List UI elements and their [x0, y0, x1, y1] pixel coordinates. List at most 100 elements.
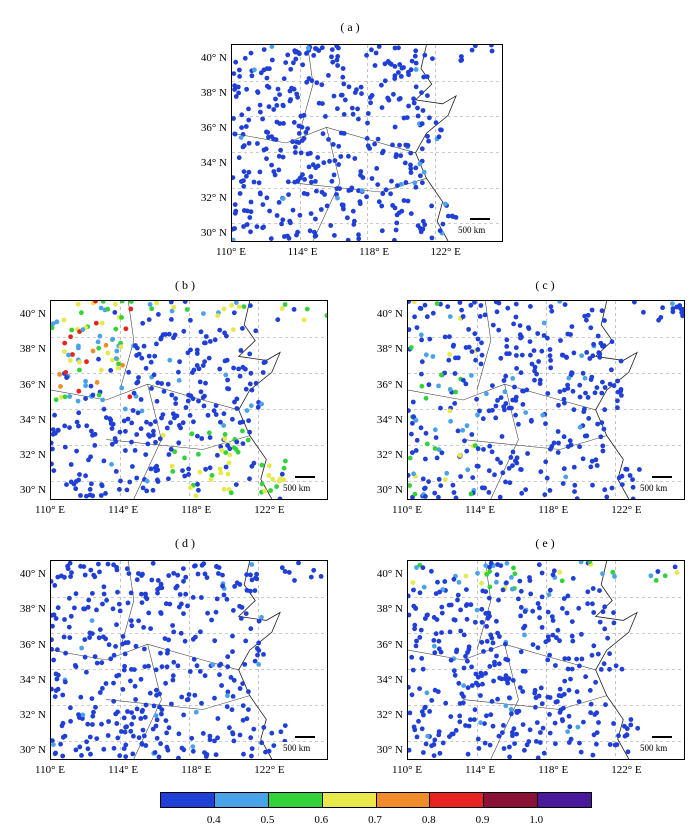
station-point [241, 751, 246, 757]
station-point [248, 303, 253, 308]
station-point [518, 649, 524, 655]
station-point [166, 725, 172, 731]
station-point [364, 52, 369, 58]
station-point [68, 705, 73, 711]
station-point [244, 572, 250, 577]
station-point [350, 208, 356, 214]
station-point [182, 638, 188, 644]
station-point [414, 325, 420, 330]
station-point [274, 213, 280, 218]
station-point [549, 614, 555, 619]
station-point [329, 54, 334, 60]
station-point [151, 428, 156, 434]
station-point [219, 683, 225, 688]
station-point [228, 490, 234, 496]
station-point [151, 372, 157, 378]
station-point [431, 753, 437, 758]
station-point [105, 561, 111, 567]
station-point [99, 660, 105, 666]
station-point [539, 570, 545, 576]
station-point [123, 724, 128, 730]
station-point [280, 154, 286, 160]
station-point [476, 746, 482, 751]
x-tick-label: 110° E [35, 504, 65, 516]
station-point [216, 571, 221, 576]
station-point [408, 472, 411, 478]
colorbar-segment [322, 793, 377, 807]
station-point [475, 347, 481, 352]
station-point [392, 45, 398, 51]
station-point [336, 143, 342, 149]
station-point [594, 385, 600, 390]
station-point [67, 394, 73, 399]
station-point [122, 729, 128, 735]
station-point [51, 623, 55, 629]
station-point [452, 672, 458, 678]
panel-e-title: ( e ) [535, 536, 555, 550]
x-tick-label: 118° E [538, 504, 569, 516]
station-point [296, 561, 301, 566]
station-point [84, 359, 89, 365]
station-point [414, 565, 419, 570]
station-point [478, 361, 484, 367]
station-point [111, 745, 117, 751]
station-point [425, 133, 430, 139]
station-point [164, 425, 170, 431]
station-point [419, 371, 424, 377]
station-point [112, 436, 118, 441]
station-point [579, 353, 584, 359]
station-point [452, 617, 458, 623]
station-point [234, 396, 240, 402]
station-point [419, 726, 425, 732]
station-point [150, 561, 156, 566]
station-point [268, 236, 274, 241]
station-point [164, 664, 170, 670]
station-point [77, 472, 82, 477]
station-point [155, 578, 161, 583]
scale-bar-bg [281, 482, 321, 494]
station-point [244, 173, 249, 179]
panel-d-title: ( d ) [175, 536, 195, 550]
station-point [503, 373, 509, 379]
station-point [257, 169, 263, 175]
station-point [127, 479, 133, 485]
x-tick-label: 110° E [35, 764, 65, 776]
station-point [494, 653, 499, 659]
station-point [553, 699, 559, 705]
station-point [439, 610, 445, 616]
station-point [547, 347, 553, 352]
station-point [330, 142, 336, 147]
station-point [239, 112, 245, 118]
station-point [472, 707, 478, 713]
station-point [139, 591, 144, 597]
station-point [582, 313, 588, 319]
station-point [51, 427, 56, 432]
station-point [179, 745, 185, 751]
station-point [539, 701, 545, 707]
station-point [336, 162, 341, 167]
station-point [207, 737, 213, 743]
station-point [485, 615, 491, 621]
station-point [557, 686, 563, 692]
station-point [88, 383, 94, 389]
station-point [566, 656, 572, 662]
station-point [431, 615, 437, 620]
y-tick-label: 40° N [200, 52, 227, 64]
station-point [80, 712, 86, 718]
station-point [315, 155, 321, 160]
panel-b-title: ( b ) [175, 278, 195, 292]
station-point [97, 333, 103, 339]
station-point [501, 378, 507, 383]
station-point [247, 215, 253, 220]
station-point [174, 413, 180, 419]
station-point [475, 682, 481, 688]
station-point [252, 658, 258, 664]
station-point [356, 116, 361, 122]
station-point [298, 175, 303, 181]
station-point [53, 430, 58, 436]
station-point [493, 301, 499, 305]
station-point [51, 612, 57, 618]
station-point [577, 740, 582, 746]
y-tick-label: 34° N [200, 156, 227, 169]
x-tick-label: 118° E [181, 504, 212, 516]
